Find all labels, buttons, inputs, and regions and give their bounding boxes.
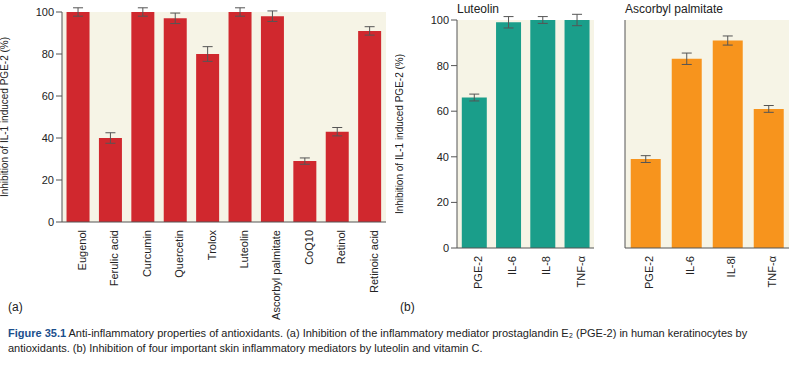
svg-text:Trolox: Trolox (206, 230, 218, 261)
svg-text:100: 100 (431, 14, 449, 26)
svg-text:Ferulic acid: Ferulic acid (108, 230, 120, 286)
svg-text:20: 20 (437, 196, 449, 208)
svg-text:Inhibition of IL-1 induced PGE: Inhibition of IL-1 induced PGE-2 (%) (8, 37, 10, 197)
svg-text:60: 60 (42, 90, 54, 102)
svg-text:40: 40 (437, 151, 449, 163)
svg-text:80: 80 (42, 48, 54, 60)
svg-text:IL-6: IL-6 (506, 256, 518, 275)
svg-text:Eugenol: Eugenol (76, 230, 88, 270)
svg-text:TNF-α: TNF-α (575, 255, 587, 287)
svg-text:60: 60 (437, 105, 449, 117)
svg-text:0: 0 (443, 242, 449, 254)
svg-text:IL-8l: IL-8l (725, 256, 737, 277)
html-text:(a): (a) (8, 300, 23, 314)
html-text:Luteolin: Luteolin (457, 2, 499, 16)
svg-text:20: 20 (42, 174, 54, 186)
svg-text:PGE-2: PGE-2 (643, 256, 655, 289)
svg-text:Ascorbyl palmitate: Ascorbyl palmitate (270, 230, 282, 320)
html-text:(b): (b) (400, 300, 415, 314)
svg-text:CoQ10: CoQ10 (303, 230, 315, 265)
svg-text:IL-6: IL-6 (684, 256, 696, 275)
svg-text:0: 0 (48, 216, 54, 228)
svg-text:TNF-α: TNF-α (766, 255, 778, 287)
html-text:Figure 35.1 Anti-inflammatory: Figure 35.1 Anti-inflammatory properties… (8, 327, 748, 354)
svg-text:Quercetin: Quercetin (173, 230, 185, 278)
html-text:Ascorbyl palmitate: Ascorbyl palmitate (625, 2, 723, 16)
svg-text:80: 80 (437, 60, 449, 72)
svg-text:Retinol: Retinol (335, 230, 347, 264)
svg-text:PGE-2: PGE-2 (472, 256, 484, 289)
svg-text:Retinoic acid: Retinoic acid (368, 230, 380, 293)
svg-text:IL-8: IL-8 (540, 256, 552, 275)
svg-text:Curcumin: Curcumin (141, 230, 153, 277)
svg-text:100: 100 (36, 6, 54, 18)
svg-text:40: 40 (42, 132, 54, 144)
svg-text:Inhibition of IL-1 induced PGE: Inhibition of IL-1 induced PGE-2 (%) (395, 54, 405, 214)
svg-text:Luteolin: Luteolin (238, 230, 250, 269)
